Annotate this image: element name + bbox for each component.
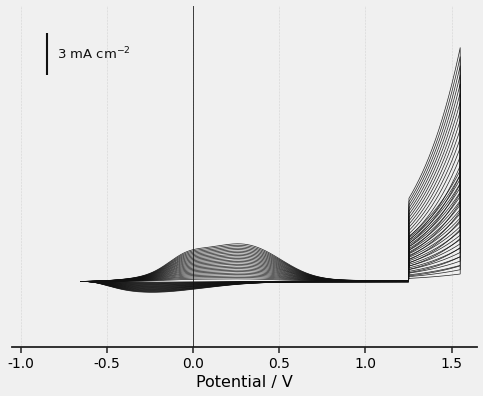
X-axis label: Potential / V: Potential / V — [196, 375, 293, 390]
Text: 3 mA cm$^{-2}$: 3 mA cm$^{-2}$ — [57, 46, 131, 63]
